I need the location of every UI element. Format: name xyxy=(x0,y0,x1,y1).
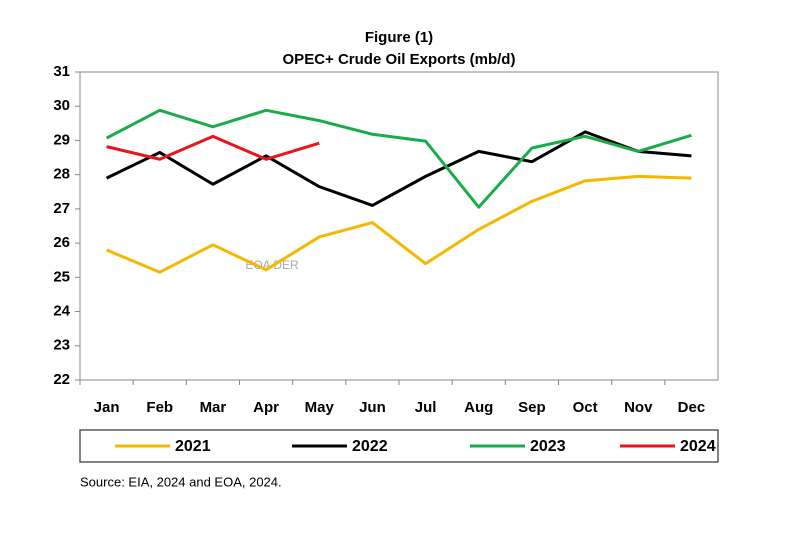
series-line xyxy=(106,134,320,161)
plot-frame xyxy=(79,71,719,381)
x-tick-label: Nov xyxy=(624,399,653,416)
source-note: Source: EIA, 2024 and EOA, 2024. xyxy=(80,474,282,489)
series-line xyxy=(106,174,692,274)
x-tick-label: Mar xyxy=(200,399,227,416)
legend-label: 2023 xyxy=(530,438,566,455)
chart-title: Figure (1) xyxy=(365,29,433,46)
y-tick-label: 25 xyxy=(53,268,70,285)
y-tick-label: 28 xyxy=(53,166,70,183)
x-tick-label: Jan xyxy=(94,399,120,416)
y-tick-label: 24 xyxy=(53,303,70,320)
y-tick-label: 29 xyxy=(53,131,70,148)
y-tick-label: 26 xyxy=(53,234,70,251)
chart-subtitle: OPEC+ Crude Oil Exports (mb/d) xyxy=(283,51,516,68)
x-tick-label: Apr xyxy=(253,399,279,416)
legend-label: 2021 xyxy=(175,438,211,455)
x-tick-label: Sep xyxy=(518,399,546,416)
series-line xyxy=(105,108,692,209)
x-tick-label: Feb xyxy=(146,399,173,416)
x-tick-label: Jul xyxy=(415,399,437,416)
legend-label: 2022 xyxy=(352,438,388,455)
x-tick-label: May xyxy=(305,399,335,416)
y-tick-label: 30 xyxy=(53,97,70,114)
legend-label: 2024 xyxy=(680,438,716,455)
x-tick-label: Aug xyxy=(464,399,493,416)
legend-frame xyxy=(79,429,719,463)
series-line xyxy=(105,130,692,207)
x-tick-label: Jun xyxy=(359,399,386,416)
x-tick-label: Dec xyxy=(678,399,706,416)
y-tick-label: 27 xyxy=(53,200,70,217)
y-tick-label: 31 xyxy=(53,63,70,80)
y-tick-label: 22 xyxy=(53,371,70,388)
y-tick-label: 23 xyxy=(53,337,70,354)
x-tick-label: Oct xyxy=(573,399,598,416)
